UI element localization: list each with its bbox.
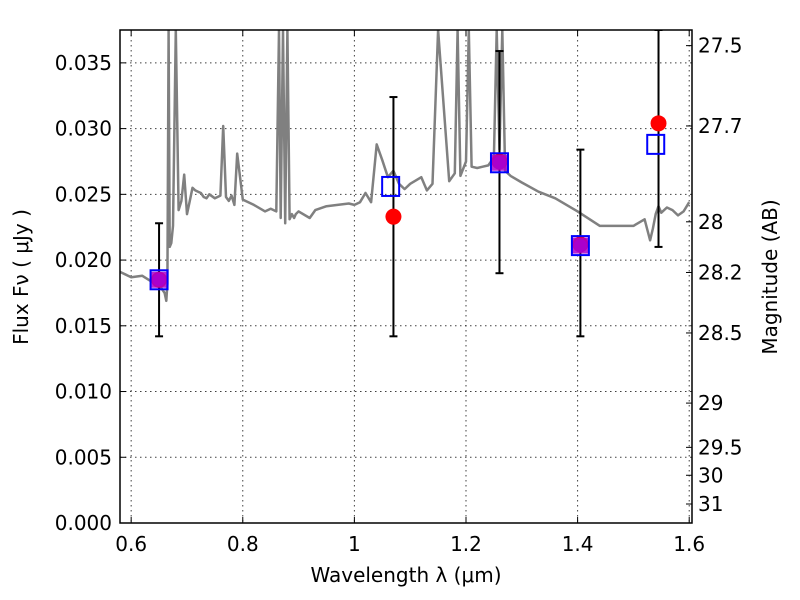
y2-tick-label: 27.5	[698, 34, 743, 58]
y2-tick-label: 28.2	[698, 260, 743, 284]
overlap-point	[573, 239, 587, 253]
x-tick-label: 1	[348, 532, 361, 556]
y-tick-label: 0.025	[55, 182, 112, 206]
y-axis-label: Flux Fν ( μJy )	[9, 209, 33, 345]
y2-tick-label: 28.5	[698, 321, 743, 345]
model-point	[489, 152, 509, 174]
observed-point	[650, 115, 667, 132]
y2-tick-label: 31	[698, 492, 723, 516]
y2-tick-label: 28	[698, 210, 723, 234]
y-tick-label: 0.010	[55, 380, 112, 404]
x-tick-label: 0.6	[115, 532, 147, 556]
plot-frame	[119, 29, 693, 524]
observed-point	[385, 208, 402, 225]
y2-axis-label: Magnitude (AB)	[758, 199, 782, 354]
x-axis-label: Wavelength λ (μm)	[310, 563, 501, 587]
y2-tick-label: 30	[698, 463, 723, 487]
model-point	[381, 175, 401, 197]
y-tick-label: 0.035	[55, 51, 112, 75]
model-point	[570, 235, 590, 257]
x-tick-label: 0.8	[227, 532, 259, 556]
y-tick-label: 0.020	[55, 248, 112, 272]
model-point	[149, 269, 169, 291]
x-tick-label: 1.6	[673, 532, 705, 556]
x-tick-label: 1.2	[450, 532, 482, 556]
grid	[120, 30, 692, 524]
overlap-point	[492, 156, 506, 170]
spectrum-line	[120, 30, 691, 303]
y-tick-label: 0.030	[55, 117, 112, 141]
y2-tick-label: 29	[698, 391, 723, 415]
overlap-point	[152, 273, 166, 287]
y-tick-label: 0.005	[55, 445, 112, 469]
ticks: 0.6 0.8 1 1.2 1.4 1.6 0.000 0.005 0.010 0.015 0.02…	[55, 30, 743, 556]
y-tick-label: 0.000	[55, 511, 112, 535]
y2-tick-label: 29.5	[698, 435, 743, 459]
y-tick-label: 0.015	[55, 314, 112, 338]
model-point	[646, 133, 666, 155]
y2-tick-label: 27.7	[698, 114, 743, 138]
x-tick-label: 1.4	[562, 532, 594, 556]
